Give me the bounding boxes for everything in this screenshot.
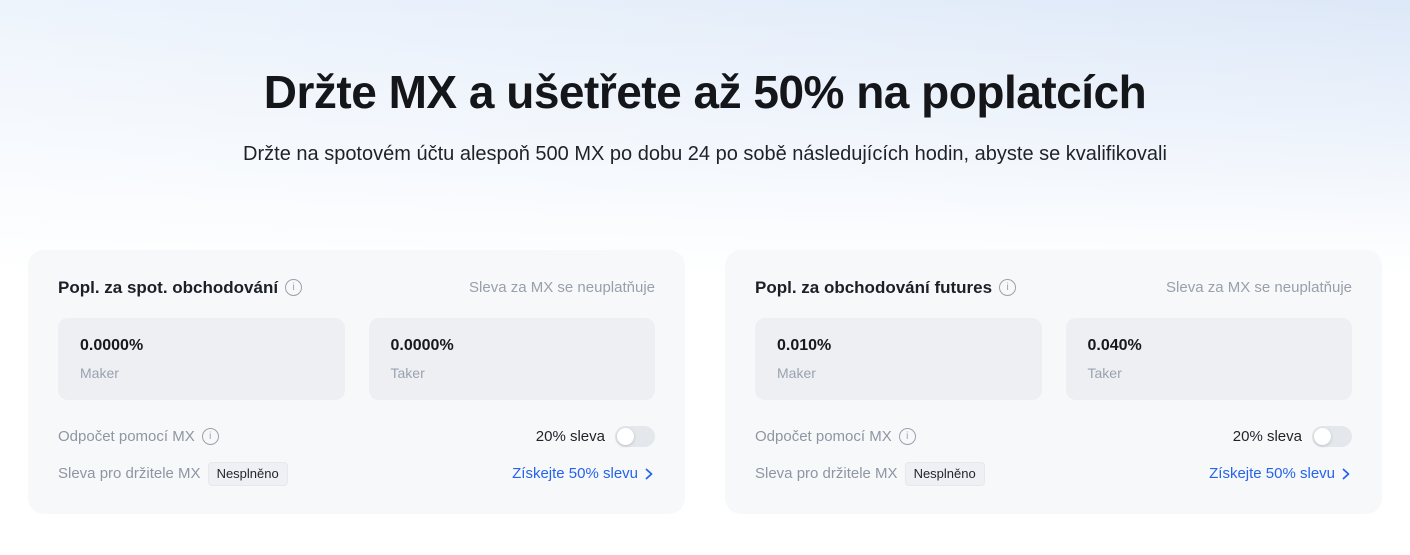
get-discount-link[interactable]: Získejte 50% slevu <box>512 465 655 482</box>
hero-section: Držte MX a ušetřete až 50% na poplatcích… <box>0 0 1410 166</box>
page-title: Držte MX a ušetřete až 50% na poplatcích <box>263 66 1147 118</box>
mx-deduction-toggle[interactable] <box>615 425 655 447</box>
futures-fee-card: Popl. za obchodování futures i Sleva za … <box>725 249 1382 514</box>
mx-discount-note: Sleva za MX se neuplatňuje <box>469 279 655 297</box>
mx-deduction-toggle[interactable] <box>1312 425 1352 447</box>
futures-card-title: Popl. za obchodování futures i <box>755 277 1017 298</box>
get-discount-link-label: Získejte 50% slevu <box>512 465 638 483</box>
spot-card-title: Popl. za spot. obchodování i <box>58 277 303 298</box>
mx-holder-label: Sleva pro držitele MX <box>58 465 201 483</box>
maker-fee-box: 0.0000% Maker <box>58 317 345 400</box>
discount-rate-label: 20% sleva <box>1232 427 1302 445</box>
card-title-text: Popl. za obchodování futures <box>755 277 993 297</box>
taker-fee-value: 0.040% <box>1087 336 1142 354</box>
discount-rate-label: 20% sleva <box>535 427 605 445</box>
mx-deduction-row: Odpočet pomocí MX i 20% sleva <box>755 425 1352 447</box>
info-icon[interactable]: i <box>999 279 1017 297</box>
mx-deduction-label: Odpočet pomocí MX <box>755 427 892 445</box>
page-subtitle: Držte na spotovém účtu alespoň 500 MX po… <box>243 142 1167 165</box>
status-badge: Nesplněno <box>207 461 288 486</box>
taker-fee-box: 0.0000% Taker <box>368 317 655 400</box>
card-title-text: Popl. za spot. obchodování <box>58 277 279 297</box>
taker-fee-value: 0.0000% <box>390 336 454 354</box>
maker-fee-box: 0.010% Maker <box>755 317 1042 400</box>
fee-row: 0.0000% Maker 0.0000% Taker <box>58 317 655 400</box>
mx-holder-label-group: Sleva pro držitele MX Nesplněno <box>755 461 985 486</box>
mx-holder-row: Sleva pro držitele MX Nesplněno Získejte… <box>58 461 655 486</box>
taker-fee-label: Taker <box>1087 364 1122 381</box>
mx-holder-row: Sleva pro držitele MX Nesplněno Získejte… <box>755 461 1352 486</box>
maker-fee-value: 0.0000% <box>80 336 144 354</box>
mx-deduction-controls: 20% sleva <box>535 425 655 447</box>
maker-fee-value: 0.010% <box>777 336 832 354</box>
chevron-right-icon <box>1340 467 1352 481</box>
fee-row: 0.010% Maker 0.040% Taker <box>755 317 1352 400</box>
spot-fee-card: Popl. za spot. obchodování i Sleva za MX… <box>28 249 685 514</box>
mx-deduction-controls: 20% sleva <box>1232 425 1352 447</box>
taker-fee-label: Taker <box>390 364 425 381</box>
toggle-knob-icon <box>617 427 634 445</box>
mx-discount-note: Sleva za MX se neuplatňuje <box>1166 279 1352 297</box>
get-discount-link[interactable]: Získejte 50% slevu <box>1209 465 1352 482</box>
maker-fee-label: Maker <box>777 364 816 381</box>
fee-cards-container: Popl. za spot. obchodování i Sleva za MX… <box>0 249 1410 514</box>
card-header: Popl. za spot. obchodování i Sleva za MX… <box>58 278 655 298</box>
toggle-knob-icon <box>1314 427 1331 445</box>
info-icon[interactable]: i <box>201 427 219 445</box>
mx-deduction-label: Odpočet pomocí MX <box>58 427 195 445</box>
mx-deduction-label-group: Odpočet pomocí MX i <box>58 427 219 445</box>
get-discount-link-label: Získejte 50% slevu <box>1209 465 1335 483</box>
taker-fee-box: 0.040% Taker <box>1065 317 1352 400</box>
maker-fee-label: Maker <box>80 364 119 381</box>
mx-deduction-row: Odpočet pomocí MX i 20% sleva <box>58 425 655 447</box>
mx-deduction-label-group: Odpočet pomocí MX i <box>755 427 916 445</box>
info-icon[interactable]: i <box>898 427 916 445</box>
info-icon[interactable]: i <box>285 279 303 297</box>
mx-holder-label: Sleva pro držitele MX <box>755 465 898 483</box>
status-badge: Nesplněno <box>904 461 985 486</box>
mx-holder-label-group: Sleva pro držitele MX Nesplněno <box>58 461 288 486</box>
chevron-right-icon <box>643 467 655 481</box>
card-header: Popl. za obchodování futures i Sleva za … <box>755 278 1352 298</box>
